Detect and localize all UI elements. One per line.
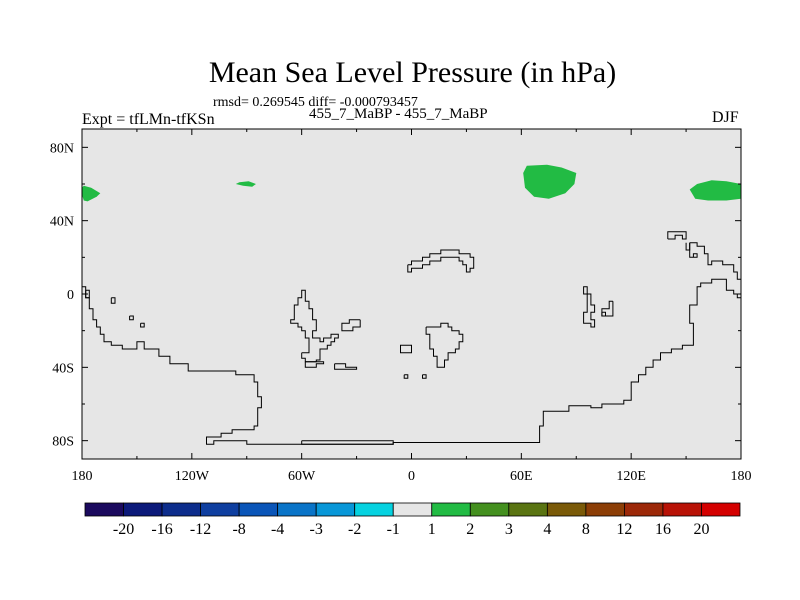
colorbar-swatch [546,502,587,517]
colorbar-swatch [662,502,702,517]
colorbar-label: -3 [310,521,323,538]
colorbar-label: 16 [655,521,671,538]
colorbar-label: 1 [428,521,436,538]
colorbar-swatch [624,502,664,517]
colorbar-label: 8 [582,521,590,538]
colorbar: -20 -16 -12 -8 -4 -3 -2 -1 1 2 3 4 8 12 16 20 [84,502,741,538]
colorbar-label: -12 [190,521,211,538]
coastline-8 [290,289,339,363]
coastline-19 [403,374,409,379]
coastline-17 [689,242,741,280]
colorbar-swatch [123,502,163,517]
colorbar-swatch [585,502,625,517]
colorbar-swatch [277,502,317,517]
anomaly-region-4 [689,180,741,201]
stats-line: rmsd= 0.269545 diff= -0.000793457 [213,95,418,110]
colorbar-swatch [200,502,240,517]
colorbar-label: 4 [543,521,551,538]
coastline-7 [304,361,325,368]
coastline-1 [82,278,741,445]
anomaly-region-3 [523,164,577,199]
colorbar-swatch [701,502,741,517]
coastline-15 [601,311,606,317]
colorbar-label: 2 [466,521,474,538]
map-background [82,129,741,459]
y-tick-label: 0 [67,288,74,303]
colorbar-label: -4 [271,521,284,538]
x-tick-label: 0 [408,469,415,484]
x-axis: 180 120W 60W 0 60E 120E 180 [72,129,752,484]
x-tick-label: 180 [731,469,752,484]
coastline-10 [425,322,464,368]
colorbar-swatch [508,502,548,517]
x-tick-label: 60W [288,469,316,484]
coastline-18 [689,242,698,258]
colorbar-label: -20 [113,521,134,538]
anomaly-region-2 [235,181,256,187]
colorbar-swatch [469,502,510,517]
colorbar-swatch [431,502,471,517]
coastline-21 [685,242,691,251]
coastline-3 [110,297,116,304]
colorbar-label: 12 [616,521,632,538]
y-axis: 80N 40N 0 40S 80S [50,141,741,450]
coastline-4 [129,315,134,321]
coastline-12 [341,319,361,332]
colorbar-swatch [238,502,279,517]
x-tick-label: 60E [510,469,533,484]
coastline-16 [667,231,687,240]
coastline-20 [422,374,427,379]
colorbar-swatch [354,502,394,517]
coastline-2 [85,289,90,299]
coastline-9 [407,249,475,273]
colorbar-label: -2 [348,521,361,538]
anomaly-region-1 [82,185,101,202]
comparison-label: 455_7_MaBP - 455_7_MaBP [309,106,488,122]
colorbar-swatch [315,502,356,517]
colorbar-swatch [392,502,433,517]
colorbar-swatch [84,502,124,517]
positive-regions [82,164,741,202]
coastline-13 [583,286,596,328]
colorbar-label: 3 [505,521,513,538]
coastline-11 [400,344,412,354]
y-tick-label: 80N [50,141,74,156]
colorbar-label: -1 [387,521,400,538]
y-tick-label: 40N [50,215,74,230]
chart-title: Mean Sea Level Pressure (in hPa) [208,56,617,89]
coastline-22 [301,440,394,445]
y-tick-label: 40S [52,361,74,376]
x-tick-label: 120W [175,469,210,484]
x-tick-label: 180 [72,469,93,484]
coastline-6 [334,363,358,370]
colorbar-label: -8 [232,521,245,538]
coastlines [82,231,741,445]
coastline-14 [601,300,614,317]
x-tick-label: 120E [616,469,646,484]
y-tick-label: 80S [52,435,74,450]
colorbar-swatch [161,502,201,517]
colorbar-label: -16 [151,521,172,538]
season-label: DJF [712,109,739,126]
colorbar-label: 20 [693,521,709,538]
experiment-label: Expt = tfLMn-tfKSn [82,111,215,128]
coastline-5 [140,322,145,328]
